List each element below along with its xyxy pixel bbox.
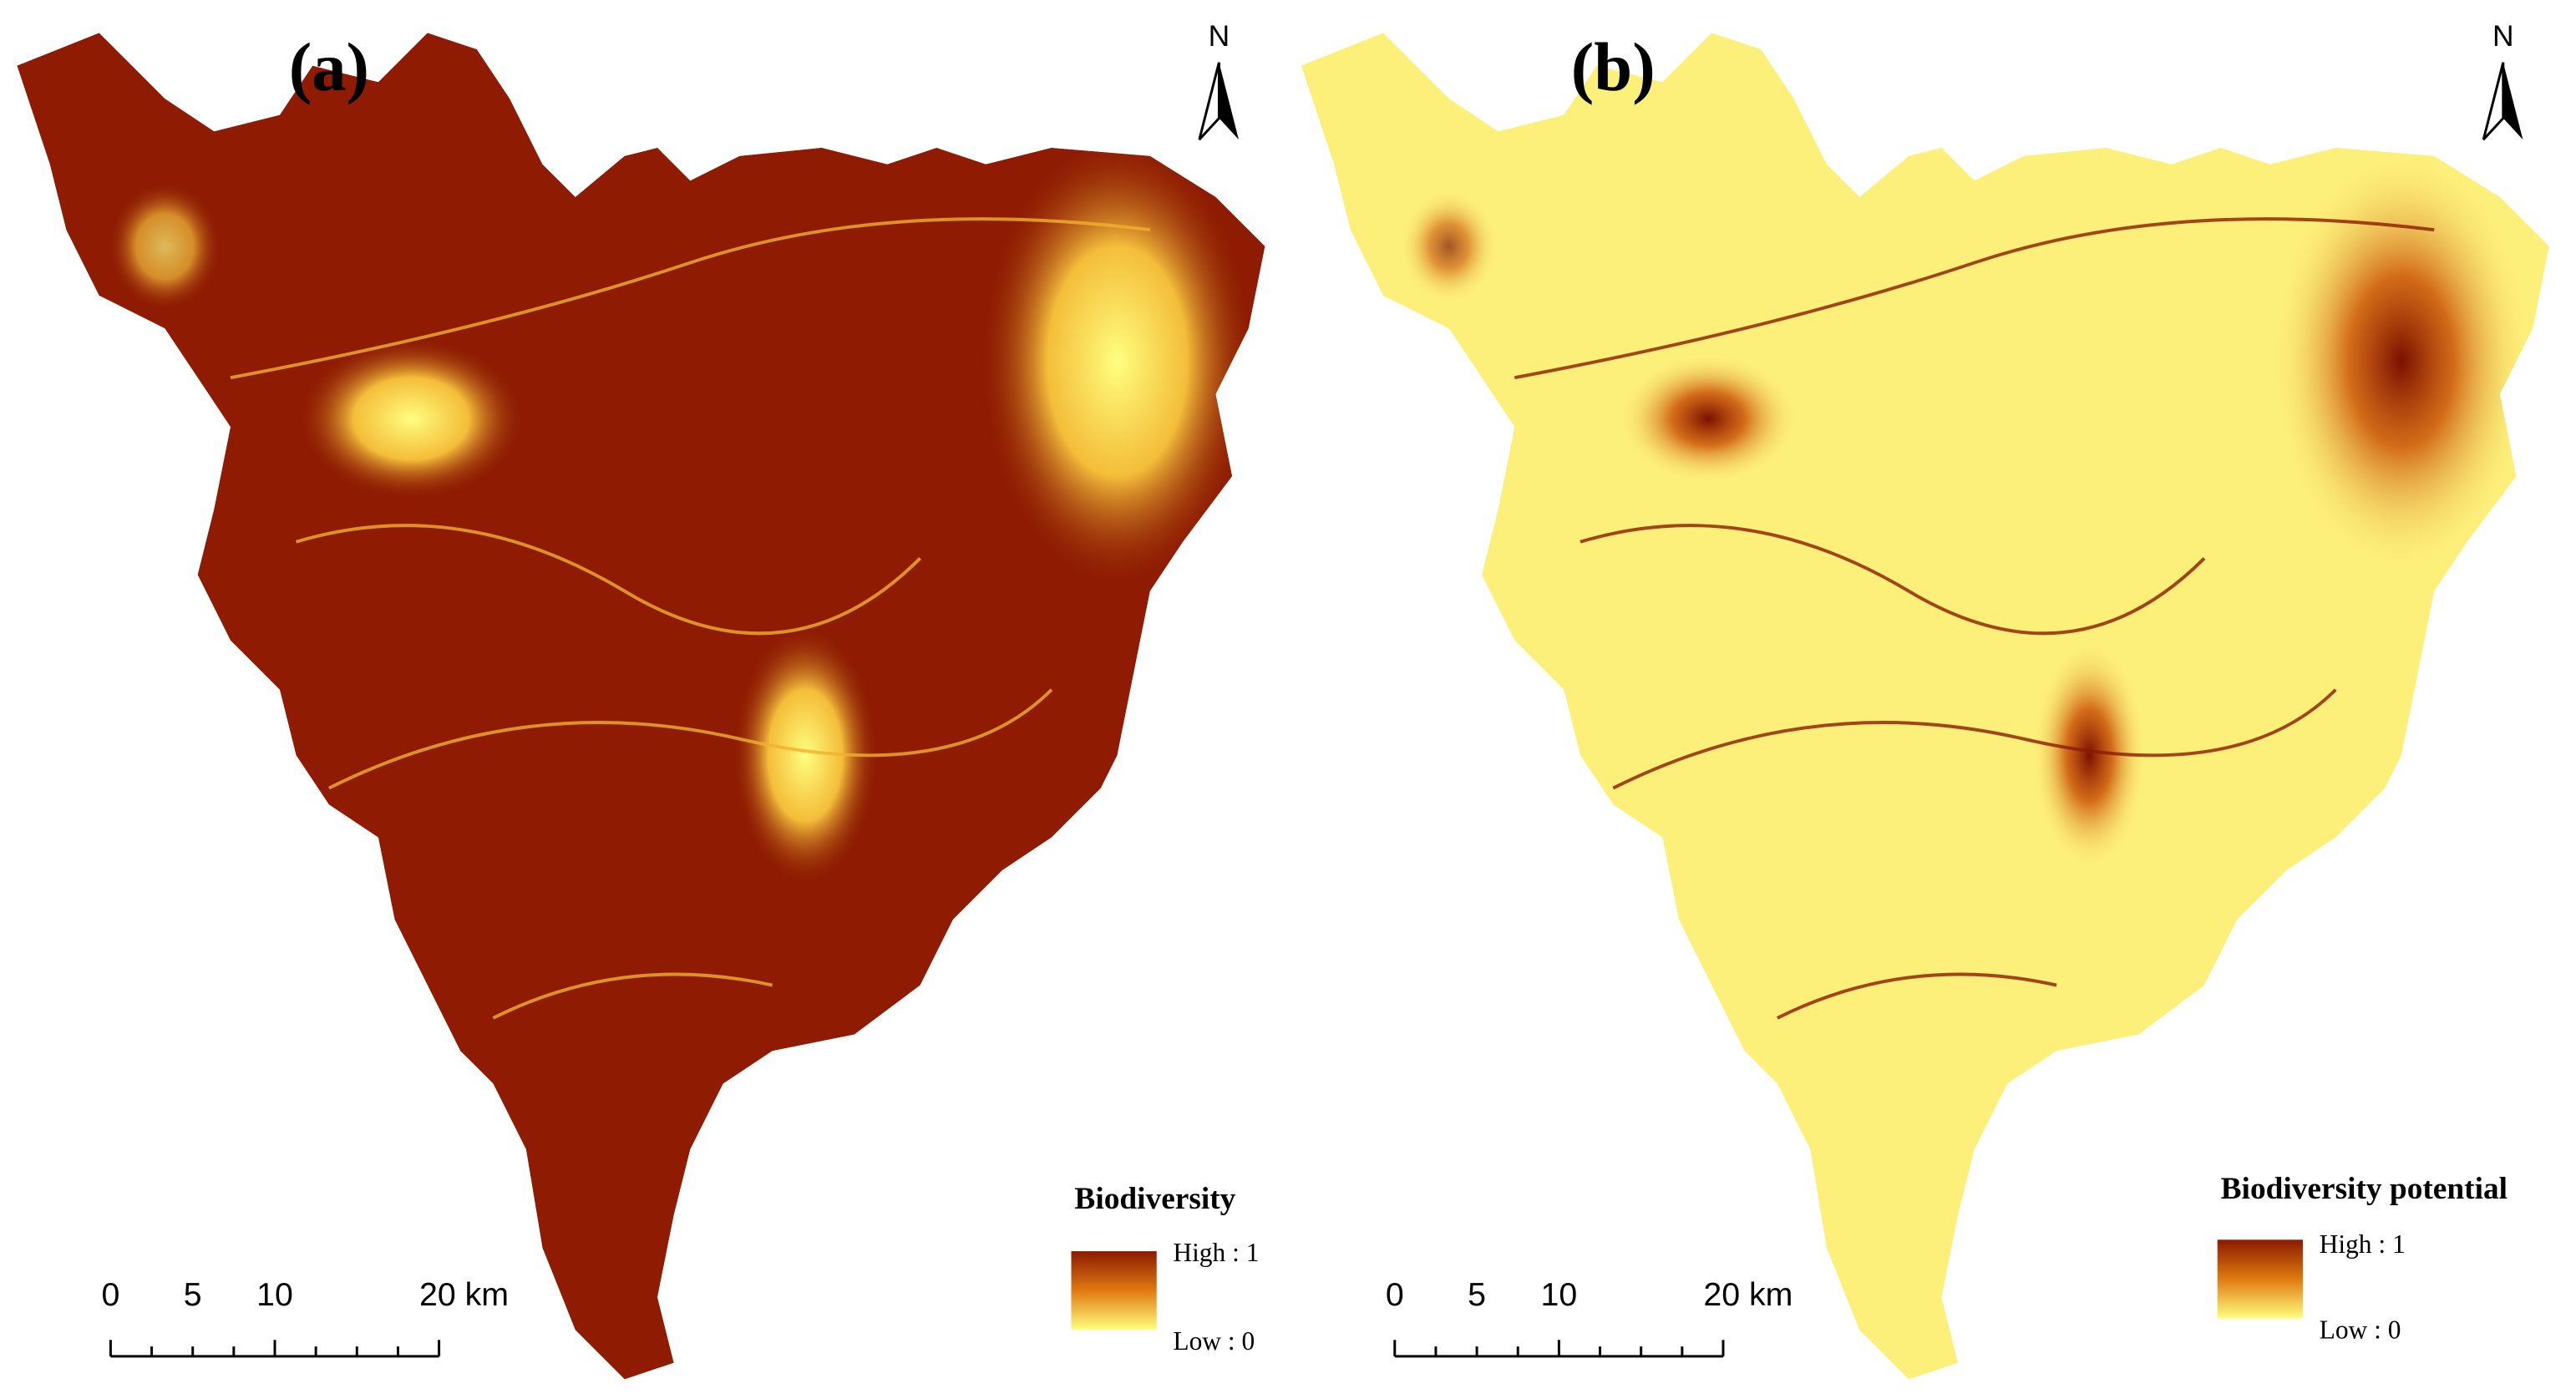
- legend-title: Biodiversity potential: [2221, 1172, 2508, 1206]
- north-label: N: [2492, 20, 2514, 53]
- map-b: [1301, 33, 2549, 1380]
- north-arrow: [1219, 62, 1240, 140]
- legend-ramp: [2217, 1239, 2303, 1319]
- panel-label: (a): [289, 28, 369, 105]
- scale-label: 5: [1468, 1276, 1486, 1313]
- scale-label: 10: [1541, 1276, 1578, 1313]
- north-label: N: [1209, 20, 1230, 53]
- legend-ramp: [1071, 1251, 1157, 1331]
- scale-label: 20 km: [1703, 1276, 1793, 1313]
- scale-label: 10: [256, 1276, 293, 1313]
- scale-label: 20 km: [419, 1276, 509, 1313]
- legend-low: Low : 0: [1173, 1326, 1255, 1356]
- panel-label: (b): [1571, 28, 1656, 105]
- scale-bar: [109, 1340, 441, 1358]
- scale-bar: [1393, 1340, 1725, 1358]
- legend-low: Low : 0: [2320, 1315, 2401, 1344]
- legend-title: Biodiversity: [1074, 1182, 1235, 1216]
- north-arrow: [2482, 62, 2505, 141]
- legend-high: High : 1: [2320, 1229, 2406, 1259]
- scale-label: 5: [184, 1276, 202, 1313]
- scale-label: 0: [101, 1276, 119, 1313]
- legend-high: High : 1: [1173, 1238, 1259, 1267]
- north-arrow: [2502, 62, 2523, 140]
- north-arrow: [1198, 62, 1220, 141]
- scale-label: 0: [1386, 1276, 1404, 1313]
- map-a: [17, 33, 1265, 1380]
